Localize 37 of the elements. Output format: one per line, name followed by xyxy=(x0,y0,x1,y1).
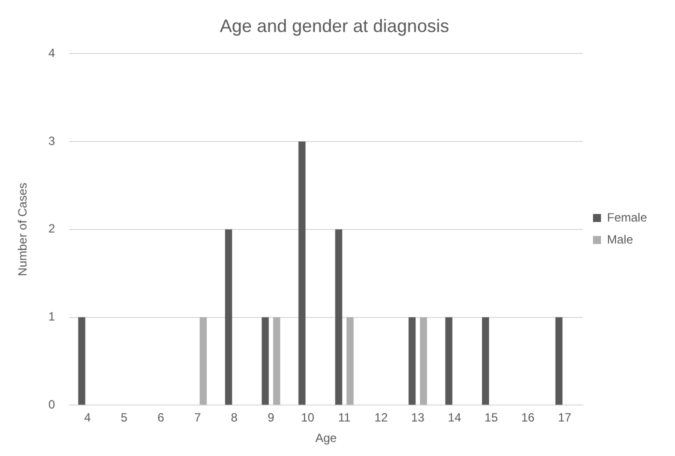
y-tick-label: 2 xyxy=(48,222,56,236)
y-tick-label: 0 xyxy=(48,398,56,412)
bar xyxy=(482,317,490,405)
bar xyxy=(408,317,416,405)
bar xyxy=(298,142,306,405)
bar xyxy=(335,229,342,405)
bar xyxy=(200,317,207,405)
x-tick-label: 15 xyxy=(484,410,498,425)
y-axis-title: Number of Cases xyxy=(16,182,30,276)
x-tick-label: 8 xyxy=(230,410,238,425)
bar xyxy=(346,317,354,405)
x-tick-label: 14 xyxy=(448,410,462,425)
x-tick-label: 12 xyxy=(374,410,388,425)
x-tick-label: 9 xyxy=(268,410,275,425)
y-tick-label: 1 xyxy=(48,310,56,324)
x-tick-label: 5 xyxy=(120,410,128,425)
bar xyxy=(420,317,428,405)
y-tick-label: 4 xyxy=(48,46,56,60)
x-tick-label: 10 xyxy=(300,410,315,425)
bar xyxy=(262,317,269,405)
legend-label: Male xyxy=(606,232,634,246)
bar xyxy=(555,317,562,405)
x-tick-label: 6 xyxy=(158,410,164,425)
x-tick-label: 7 xyxy=(194,410,202,425)
bar xyxy=(78,317,86,405)
legend-label: Female xyxy=(606,210,648,224)
x-tick-label: 11 xyxy=(338,410,351,425)
x-tick-label: 16 xyxy=(521,410,535,425)
y-tick-label: 3 xyxy=(48,134,56,148)
bar xyxy=(225,229,232,405)
x-tick-label: 13 xyxy=(411,410,425,425)
x-tick-label: 17 xyxy=(558,410,572,425)
bar xyxy=(273,317,280,405)
x-axis-title: Age xyxy=(315,431,338,446)
bar xyxy=(445,317,452,405)
chart-title: Age and gender at diagnosis xyxy=(220,16,450,36)
x-tick-label: 4 xyxy=(84,410,92,425)
